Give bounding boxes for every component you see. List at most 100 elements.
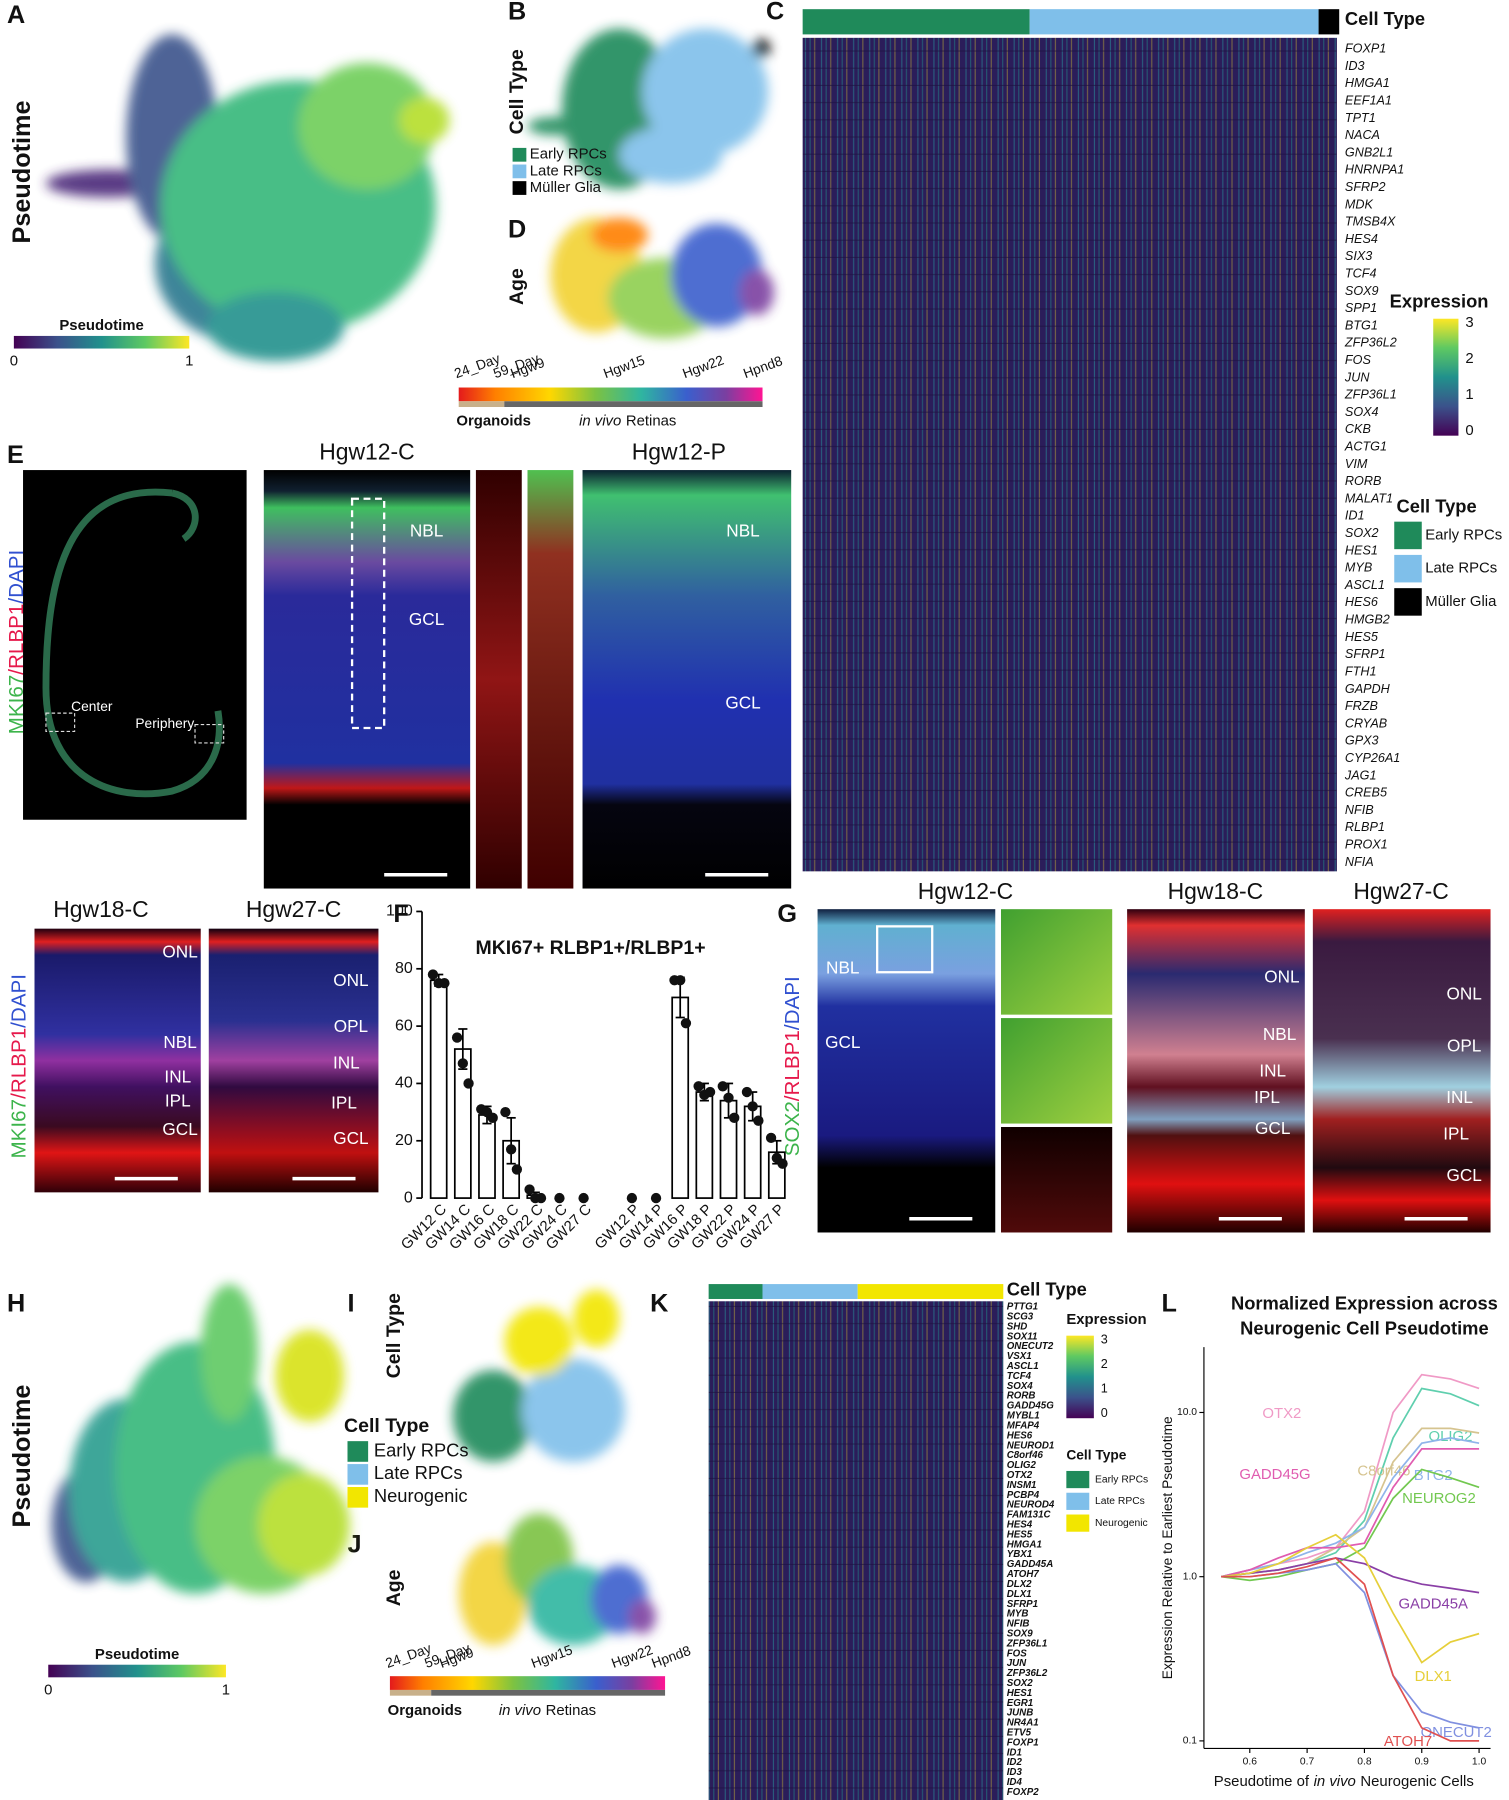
- gene-label: ASCL1: [1006, 1361, 1039, 1372]
- data-point: [554, 1192, 565, 1204]
- micrograph: [1312, 909, 1491, 1233]
- y-tick-label: 1.0: [1183, 1571, 1198, 1582]
- gene-label: INSM1: [1007, 1480, 1037, 1491]
- legend-swatch: [512, 147, 527, 162]
- gene-label: JUN: [1007, 1658, 1027, 1669]
- cell-cloud: [200, 1284, 259, 1422]
- data-point: [535, 1192, 547, 1204]
- colorbar-tick: 0: [1101, 1406, 1108, 1420]
- heatmap: [708, 1301, 1004, 1800]
- cell-cloud: [619, 126, 723, 184]
- zoom-inset: [1000, 1127, 1113, 1233]
- layer-label: GCL: [1447, 1165, 1482, 1185]
- stain-part: MKI67: [5, 675, 28, 735]
- legend-swatch: [347, 1464, 369, 1485]
- umap-cloud: [458, 1513, 656, 1646]
- legend-swatch: [1394, 554, 1422, 583]
- bar: [429, 979, 448, 1199]
- colorbar: [1066, 1335, 1094, 1419]
- chart-title: Neurogenic Cell Pseudotime: [1240, 1318, 1489, 1339]
- gene-label: SOX2: [1345, 526, 1379, 540]
- gene-label: PROX1: [1345, 837, 1388, 851]
- data-point: [487, 1112, 498, 1123]
- age-bar: [389, 1676, 666, 1690]
- gene-label: VIM: [1345, 457, 1368, 471]
- colorbar: [1433, 318, 1459, 436]
- y-tick-label: 10.0: [1177, 1407, 1197, 1418]
- legend-label: Late RPCs: [530, 163, 602, 179]
- legend-label: Müller Glia: [530, 180, 602, 196]
- cell-cloud: [399, 97, 450, 144]
- micrograph: [23, 470, 247, 820]
- umap-cloud: [51, 1284, 350, 1594]
- layer-label: ONL: [162, 941, 197, 961]
- gene-label: NFIB: [1007, 1619, 1030, 1630]
- gene-label: OTX2: [1007, 1470, 1033, 1481]
- age-group-italic: in vivo: [579, 413, 621, 429]
- data-point: [717, 1081, 728, 1092]
- legend-label: Neurogenic: [374, 1485, 468, 1506]
- legend-label: Neurogenic: [1095, 1518, 1148, 1529]
- series-label: GADD45A: [1398, 1597, 1468, 1613]
- gene-label: DLX1: [1007, 1589, 1032, 1600]
- image-title: Hgw27-C: [246, 896, 341, 922]
- data-point: [693, 1081, 704, 1092]
- zoom-inset: [1000, 1018, 1113, 1124]
- layer-label: GCL: [333, 1128, 368, 1148]
- gene-label: HMGA1: [1007, 1539, 1042, 1550]
- legend-swatch: [1066, 1492, 1090, 1510]
- legend-label: Late RPCs: [1095, 1496, 1145, 1507]
- gene-label: HNRNPA1: [1345, 163, 1404, 177]
- legend-label: Early RPCs: [374, 1439, 469, 1460]
- x-axis-title-part: Pseudotime of: [1214, 1774, 1310, 1790]
- gene-label: SFRP2: [1345, 180, 1386, 194]
- x-tick-label: 0.8: [1357, 1756, 1372, 1767]
- stain-part: SOX2: [781, 1101, 804, 1156]
- zoom-box: [876, 925, 934, 974]
- y-tick-label: 0: [404, 1188, 413, 1206]
- cell-cloud: [527, 116, 585, 136]
- colorbar-title: Expression: [1066, 1312, 1146, 1328]
- micrograph: [817, 909, 996, 1233]
- y-tick-label: 0.1: [1183, 1736, 1198, 1747]
- gene-label: NACA: [1345, 128, 1380, 142]
- gene-label: FOXP1: [1007, 1737, 1039, 1748]
- layer-label: ONL: [1447, 984, 1482, 1004]
- data-point: [505, 1144, 517, 1155]
- zoom-strip: [527, 470, 574, 889]
- gene-label: TCF4: [1007, 1371, 1032, 1382]
- layer-label: NBL: [410, 521, 443, 541]
- cell-cloud: [258, 1473, 350, 1577]
- x-tick-label: 0.6: [1243, 1756, 1258, 1767]
- retina-bar: [431, 1689, 666, 1696]
- gene-label: EEF1A1: [1345, 94, 1392, 108]
- gene-label: HES5: [1345, 630, 1379, 644]
- bar-label: Cell Type: [1345, 8, 1425, 29]
- gene-label: MYB: [1345, 561, 1372, 575]
- cell-cloud: [521, 1358, 625, 1462]
- cell-cloud: [642, 28, 769, 155]
- axis-title: Cell Type: [383, 1293, 405, 1378]
- legend-swatch: [512, 181, 527, 195]
- cell-type-bar: [802, 9, 1030, 35]
- gene-label: ID1: [1007, 1747, 1022, 1758]
- gene-label: CKB: [1345, 422, 1371, 436]
- data-point: [500, 1106, 511, 1118]
- layer-label: GCL: [1255, 1118, 1290, 1138]
- region-box: [194, 724, 225, 744]
- age-group-text: Retinas: [626, 413, 677, 429]
- layer-label: ONL: [333, 970, 368, 990]
- gene-label: MALAT1: [1345, 491, 1393, 505]
- data-point: [457, 1058, 468, 1069]
- chart-title: MKI67+ RLBP1+/RLBP1+: [475, 937, 705, 959]
- axis-title: Age: [383, 1569, 405, 1606]
- cell-cloud: [628, 1599, 656, 1634]
- gene-label: HES4: [1345, 232, 1378, 246]
- legend-label: Late RPCs: [374, 1462, 463, 1483]
- gene-label: FRZB: [1345, 699, 1378, 713]
- data-point: [463, 1078, 474, 1089]
- cell-cloud: [573, 1289, 620, 1348]
- stain-label: MKI67/RLBP1/DAPI: [7, 974, 30, 1159]
- gene-label: VSX1: [1007, 1351, 1032, 1362]
- series-line: [1221, 1557, 1480, 1742]
